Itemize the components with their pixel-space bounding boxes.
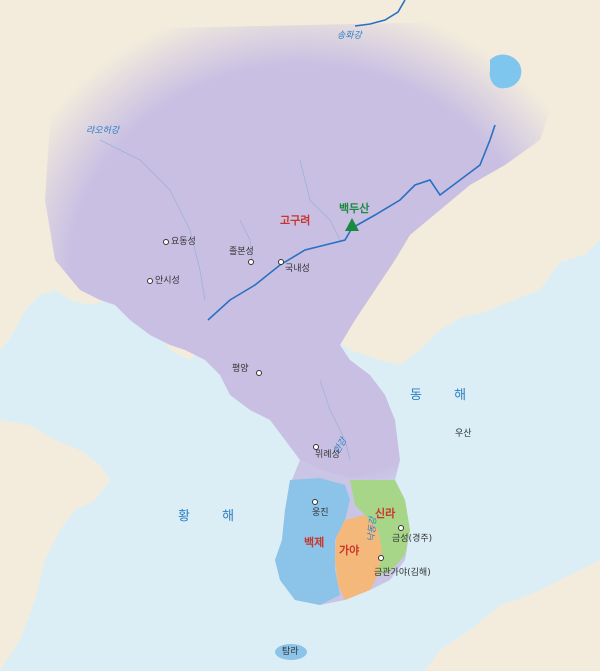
wirye-marker bbox=[313, 444, 319, 450]
liao-river-label: 랴오허강 bbox=[86, 126, 120, 136]
silla-territory bbox=[350, 480, 410, 575]
gaya-label: 가야 bbox=[339, 544, 360, 557]
ansi-marker bbox=[147, 278, 153, 284]
geumgwan-label: 금관가야(김해) bbox=[374, 568, 431, 578]
baekje-territory bbox=[275, 478, 350, 605]
east-sea-label: 동 해 bbox=[410, 388, 481, 403]
gaya-territory bbox=[335, 515, 382, 600]
silla-label: 신라 bbox=[375, 507, 396, 520]
geumgwan-marker bbox=[378, 555, 384, 561]
geumseong-label: 금성(경주) bbox=[392, 534, 433, 544]
yodong-marker bbox=[163, 239, 169, 245]
ansi-label: 안시성 bbox=[155, 276, 180, 286]
jolbon-label: 졸본성 bbox=[229, 247, 254, 257]
yellow-sea-label: 황 해 bbox=[178, 509, 249, 524]
wirye-label: 위례성 bbox=[315, 450, 340, 460]
jeju-island bbox=[275, 644, 307, 660]
pyongyang-marker bbox=[256, 370, 262, 376]
tumen-river bbox=[351, 124, 496, 229]
ungjin-marker bbox=[312, 499, 318, 505]
usan-label: 우산 bbox=[455, 429, 472, 439]
rivers bbox=[207, 0, 496, 321]
baekdu-mountain-marker bbox=[345, 218, 359, 231]
baekje-label: 백제 bbox=[304, 536, 325, 549]
gungnae-label: 국내성 bbox=[285, 264, 310, 274]
songhwa-river bbox=[354, 0, 406, 27]
japan bbox=[425, 560, 600, 671]
geumseong-marker bbox=[398, 525, 404, 531]
songhwa-river-label: 송화강 bbox=[337, 31, 362, 41]
jolbon-marker bbox=[248, 259, 254, 265]
city-markers bbox=[147, 239, 404, 561]
china-coast bbox=[0, 420, 110, 671]
yalu-river bbox=[207, 227, 353, 321]
goguryeo-territory bbox=[45, 20, 560, 480]
pyongyang-label: 평양 bbox=[232, 364, 249, 374]
goguryeo-label: 고구려 bbox=[280, 214, 311, 227]
tamna-label: 탐라 bbox=[282, 647, 299, 657]
yodong-label: 요동성 bbox=[171, 237, 196, 247]
minor-rivers bbox=[99, 139, 351, 461]
baekdu-label: 백두산 bbox=[339, 202, 370, 215]
ungjin-label: 웅진 bbox=[312, 508, 329, 518]
gungnae-marker bbox=[278, 259, 284, 265]
lake bbox=[489, 54, 522, 89]
